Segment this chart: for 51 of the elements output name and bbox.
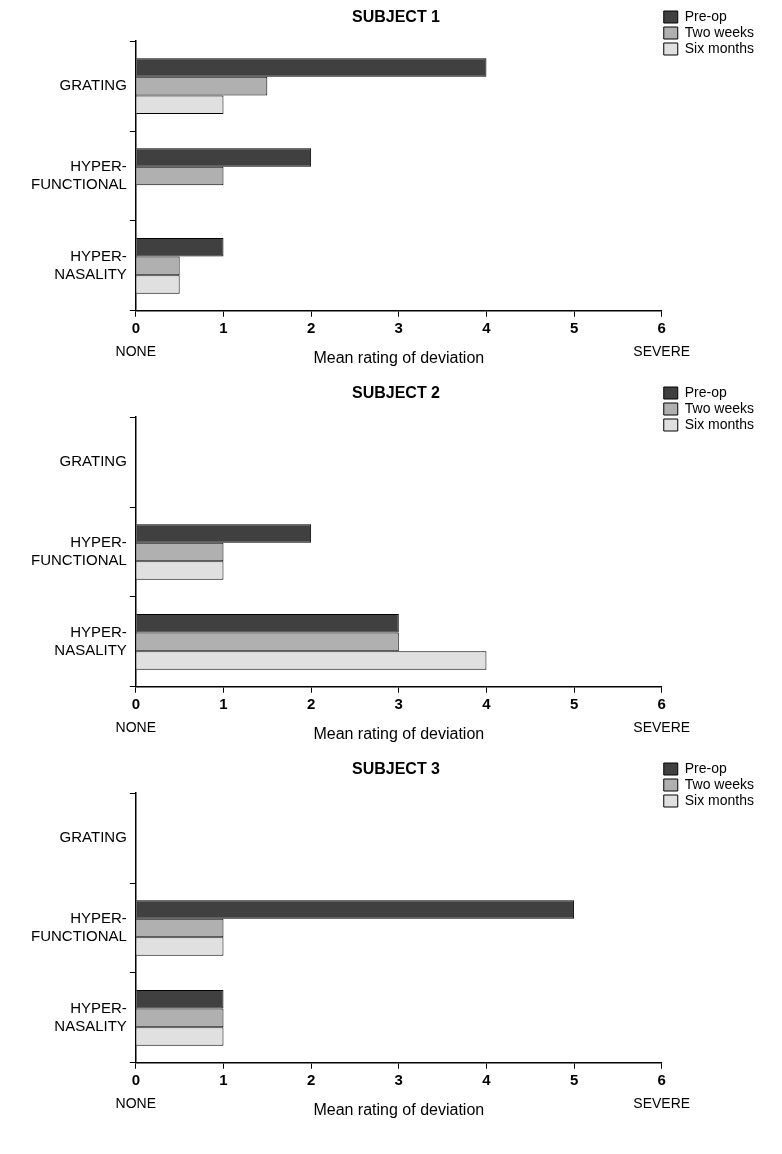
x-tick-label: 3 <box>394 694 403 712</box>
x-tick-label: 4 <box>482 1070 492 1088</box>
y-tick-label: GRATING <box>59 828 127 846</box>
text: NONE <box>115 342 157 359</box>
legend-label: Two weeks <box>684 399 754 416</box>
x-tick-label: 5 <box>569 694 579 712</box>
text: NONE <box>115 1094 157 1111</box>
chart-title: SUBJECT 3 <box>351 760 441 778</box>
x-axis-title: Mean rating of deviation <box>313 1100 485 1118</box>
x-tick-label: 2 <box>306 318 316 336</box>
text: SEVERE <box>633 342 691 359</box>
chart-title: SUBJECT 1 <box>351 8 441 26</box>
x-tick-label: 6 <box>657 1070 666 1088</box>
x-tick-label: 1 <box>219 1070 228 1088</box>
x-tick-label: 0 <box>131 1070 141 1088</box>
x-tick-label: 0 <box>131 694 141 712</box>
x-tick-label: 3 <box>394 1070 403 1088</box>
y-tick-label: HYPER- NASALITY <box>54 247 127 283</box>
text: SEVERE <box>633 718 691 735</box>
y-tick-label: GRATING <box>59 452 127 470</box>
legend-label: Six months <box>684 415 754 432</box>
x-tick-label: 1 <box>219 318 228 336</box>
legend-label: Pre-op <box>684 759 727 776</box>
legend-label: Two weeks <box>684 23 754 40</box>
x-tick-label: 5 <box>569 318 579 336</box>
x-tick-label: 2 <box>306 694 316 712</box>
x-tick-label: 6 <box>657 694 666 712</box>
x-tick-label: 6 <box>657 318 666 336</box>
legend-label: Six months <box>684 791 754 808</box>
chart-title: SUBJECT 2 <box>351 384 441 402</box>
y-tick-label: HYPER- FUNCTIONAL <box>30 909 127 945</box>
x-axis-title: Mean rating of deviation <box>313 724 485 742</box>
x-axis-title: Mean rating of deviation <box>313 348 485 366</box>
text: SEVERE <box>633 1094 691 1111</box>
y-tick-label: HYPER- NASALITY <box>54 999 127 1035</box>
y-tick-label: HYPER- FUNCTIONAL <box>30 157 127 193</box>
legend-label: Pre-op <box>684 383 727 400</box>
y-tick-label: GRATING <box>59 76 127 94</box>
legend-label: Pre-op <box>684 7 727 24</box>
x-tick-label: 4 <box>482 318 492 336</box>
legend-label: Two weeks <box>684 775 754 792</box>
x-tick-label: 2 <box>306 1070 316 1088</box>
y-tick-label: HYPER- NASALITY <box>54 623 127 659</box>
legend-label: Six months <box>684 39 754 56</box>
x-tick-label: 4 <box>482 694 492 712</box>
text: NONE <box>115 718 157 735</box>
x-tick-label: 3 <box>394 318 403 336</box>
x-tick-label: 5 <box>569 1070 579 1088</box>
x-tick-label: 0 <box>131 318 141 336</box>
x-tick-label: 1 <box>219 694 228 712</box>
y-tick-label: HYPER- FUNCTIONAL <box>30 533 127 569</box>
